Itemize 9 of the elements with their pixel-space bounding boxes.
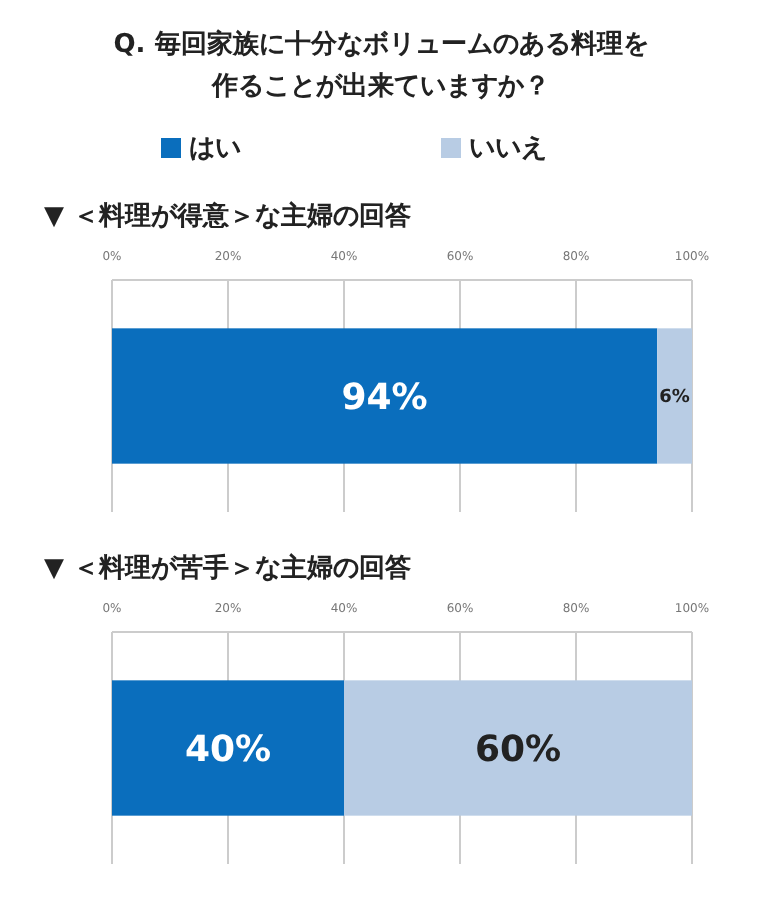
legend-label: はい: [189, 134, 241, 164]
data-label: 6%: [659, 388, 690, 409]
data-label: 40%: [184, 728, 272, 771]
data-label: 94%: [341, 376, 428, 419]
chart-subtitle: ▼ ＜料理が得意＞な主婦の回答: [44, 200, 412, 232]
chart-title: Q. 毎回家族に十分なボリュームのある料理を作ることが出来ていますか？: [113, 28, 649, 102]
legend-label: いいえ: [469, 134, 547, 164]
data-label: 60%: [474, 728, 562, 771]
chart-subtitle: ▼ ＜料理が苦手＞な主婦の回答: [44, 552, 412, 584]
